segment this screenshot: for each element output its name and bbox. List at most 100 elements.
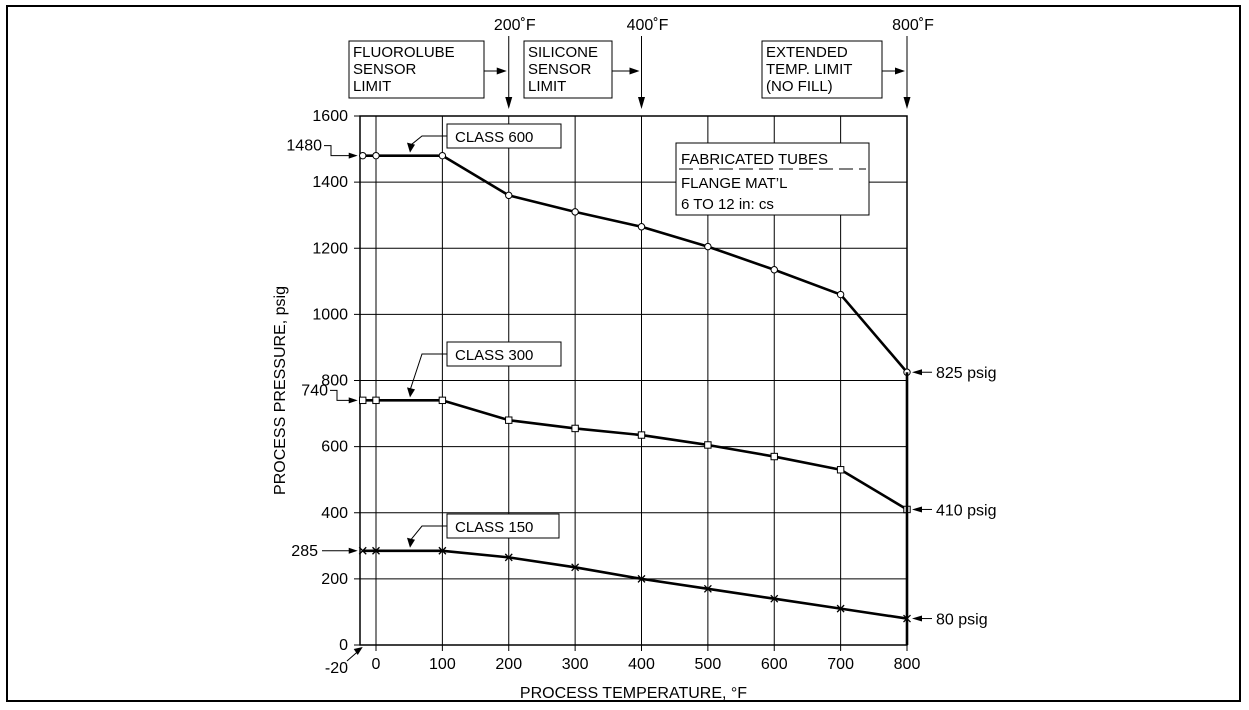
data-point — [571, 424, 579, 433]
data-point — [571, 208, 579, 216]
end-label-arrowhead — [912, 369, 922, 376]
data-point — [438, 151, 447, 160]
temp-marker-arrowhead — [638, 97, 645, 109]
end-label-arrowhead — [912, 506, 922, 513]
y-axis-title: PROCESS PRESSURE, psig — [272, 286, 289, 495]
y-tick-label: 1400 — [312, 174, 348, 191]
x-tick-label: 700 — [827, 656, 854, 673]
limit-box-arrowhead — [629, 67, 640, 75]
y-tick-label: 400 — [321, 505, 348, 522]
data-point — [359, 396, 367, 405]
limit-box-text: EXTENDED — [766, 44, 848, 61]
limit-box-text: SILICONE — [528, 44, 598, 61]
start-label-arrowhead — [348, 152, 358, 159]
series-name-arrowhead — [407, 537, 415, 548]
series-line-class-150 — [362, 549, 908, 620]
x-tick-label: 400 — [628, 656, 655, 673]
series-name-leader — [409, 525, 447, 542]
x-tick-label: 500 — [695, 656, 722, 673]
limit-box-text: FLUOROLUBE — [353, 44, 455, 61]
y-tick-label: 0 — [339, 637, 348, 654]
start-label-leader — [324, 145, 352, 157]
series-name-label: CLASS 300 — [455, 347, 533, 364]
data-point — [770, 452, 778, 461]
x-tick-label: 0 — [372, 656, 381, 673]
data-point — [770, 266, 778, 274]
x-tick-label: 600 — [761, 656, 788, 673]
start-label: 1480 — [286, 138, 322, 155]
series-line-class-600 — [362, 154, 908, 374]
series-line-class-300 — [362, 399, 908, 511]
x-tick-label: 100 — [429, 656, 456, 673]
start-label-arrowhead — [348, 397, 358, 404]
data-point — [358, 546, 367, 555]
series-name-arrowhead — [407, 387, 415, 398]
end-label: 80 psig — [936, 612, 988, 629]
x-tick-label: 300 — [562, 656, 589, 673]
limit-box — [761, 40, 883, 99]
series-name-label: CLASS 150 — [455, 519, 533, 536]
data-point — [704, 242, 712, 251]
temp-marker-label: 400˚F — [627, 17, 669, 34]
limit-box-text: LIMIT — [528, 78, 566, 95]
start-label-leader — [330, 389, 352, 401]
limit-box-text: TEMP. LIMIT — [766, 61, 852, 78]
data-point — [505, 191, 513, 200]
limit-box — [523, 40, 613, 99]
x-tick-label: 200 — [495, 656, 522, 673]
data-point — [505, 416, 513, 424]
x-tick-label-minus20: -20 — [325, 660, 348, 677]
series-name-box — [446, 341, 562, 367]
y-tick-label: 200 — [321, 571, 348, 588]
temp-marker-label: 200˚F — [494, 17, 536, 34]
temp-marker-arrowhead — [903, 97, 911, 109]
data-point — [703, 584, 712, 593]
data-point — [372, 396, 380, 405]
series-name-leader — [409, 353, 447, 391]
y-tick-label: 600 — [321, 439, 348, 456]
limit-box-text: LIMIT — [353, 78, 391, 95]
limit-box-text: (NO FILL) — [766, 78, 833, 95]
temp-marker-label: 800˚F — [892, 17, 934, 34]
limit-box-arrowhead — [895, 67, 905, 75]
start-label-arrowhead — [348, 547, 358, 554]
y-tick-label: 1000 — [312, 306, 348, 323]
limit-box-text: SENSOR — [528, 61, 592, 78]
x-axis-title: PROCESS TEMPERATURE, °F — [520, 685, 747, 702]
data-point — [372, 151, 380, 160]
data-point — [836, 604, 845, 613]
x-tick-label: 800 — [894, 656, 921, 673]
series-name-box — [446, 513, 560, 539]
limit-box — [348, 40, 485, 99]
figure-frame — [6, 5, 1241, 702]
data-point — [836, 290, 845, 299]
series-name-leader — [409, 135, 447, 147]
series-name-box — [446, 123, 562, 149]
series-name-label: CLASS 600 — [455, 129, 533, 146]
data-point — [637, 223, 646, 231]
y-tick-label: 1600 — [312, 108, 348, 125]
data-point — [770, 594, 779, 603]
data-point — [637, 431, 646, 439]
limit-box-text: SENSOR — [353, 61, 417, 78]
series-name-arrowhead — [407, 142, 415, 153]
limit-box-arrowhead — [496, 67, 507, 75]
start-label: 740 — [301, 382, 328, 399]
data-point — [504, 553, 513, 562]
data-point — [704, 441, 712, 449]
y-tick-label: 1200 — [312, 240, 348, 257]
end-label-arrowhead — [912, 615, 922, 622]
data-point — [438, 396, 447, 405]
temp-marker-arrowhead — [505, 97, 513, 109]
data-point — [637, 574, 646, 583]
info-box-line: 6 TO 12 in: cs — [681, 196, 774, 213]
y-tick-label: 800 — [321, 373, 348, 390]
end-label: 410 psig — [936, 502, 997, 519]
data-point — [571, 563, 580, 572]
end-label: 825 psig — [936, 365, 997, 382]
minus20-arrow-head — [353, 647, 363, 655]
info-box — [675, 142, 870, 216]
start-label: 285 — [291, 543, 318, 560]
data-point — [372, 546, 380, 555]
